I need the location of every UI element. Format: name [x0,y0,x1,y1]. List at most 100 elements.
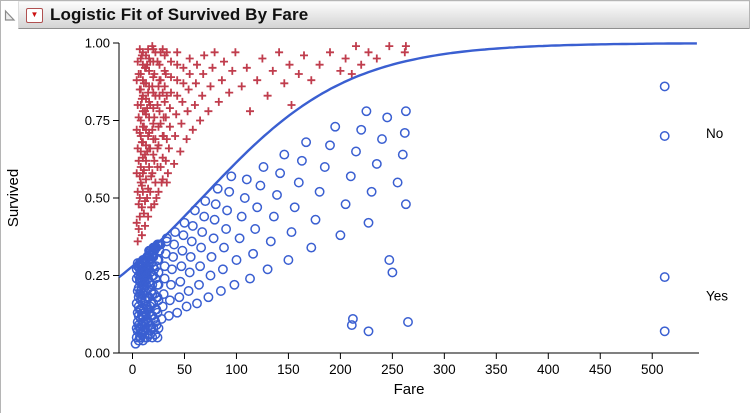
data-point-plus[interactable] [162,91,171,100]
data-point-plus[interactable] [178,97,187,106]
data-point-plus[interactable] [401,42,410,51]
data-point-plus[interactable] [185,70,194,78]
data-point-circle[interactable] [153,295,164,306]
data-point-circle[interactable] [283,255,294,265]
data-point-plus[interactable] [231,48,240,57]
data-point-plus[interactable] [148,125,157,134]
data-point-circle[interactable] [170,227,181,238]
data-point-plus[interactable] [164,144,173,153]
data-point-plus[interactable] [225,88,234,97]
data-point-plus[interactable] [173,48,182,57]
data-point-plus[interactable] [151,135,160,144]
data-point-plus[interactable] [237,82,246,91]
data-point-circle[interactable] [400,199,411,210]
data-point-plus[interactable] [193,60,201,69]
data-point-plus[interactable] [156,76,165,85]
data-point-plus[interactable] [400,48,409,57]
data-point-circle[interactable] [371,158,382,169]
data-point-plus[interactable] [190,101,199,109]
data-point-circle[interactable] [289,202,300,213]
data-point-plus[interactable] [158,45,167,54]
data-point-circle[interactable] [335,230,346,241]
data-point-circle[interactable] [208,233,219,244]
data-point-plus[interactable] [137,94,146,103]
data-point-plus[interactable] [162,48,171,57]
data-point-plus[interactable] [182,135,191,144]
disclosure-triangle-icon[interactable] [1,1,18,29]
data-point-plus[interactable] [149,150,158,159]
data-point-circle[interactable] [148,323,159,334]
data-point-circle[interactable] [153,323,164,334]
data-point-circle[interactable] [234,233,245,244]
data-point-plus[interactable] [173,60,182,69]
data-point-circle[interactable] [219,242,229,253]
data-point-circle[interactable] [377,134,387,145]
data-point-circle[interactable] [153,279,164,290]
data-point-plus[interactable] [170,159,179,168]
data-point-plus[interactable] [153,101,162,109]
data-point-plus[interactable] [275,48,284,57]
data-point-plus[interactable] [134,225,143,233]
data-point-circle[interactable] [361,106,372,117]
data-point-plus[interactable] [137,231,146,240]
data-point-plus[interactable] [167,73,175,82]
data-point-plus[interactable] [137,181,146,190]
data-point-plus[interactable] [307,76,316,85]
data-point-plus[interactable] [151,178,160,187]
data-point-plus[interactable] [143,194,152,202]
data-point-plus[interactable] [150,70,159,78]
data-point-plus[interactable] [139,79,148,88]
data-point-circle[interactable] [206,251,217,262]
data-point-plus[interactable] [196,116,205,125]
data-point-circle[interactable] [221,224,232,234]
data-point-circle[interactable] [659,131,670,141]
data-point-plus[interactable] [280,79,289,88]
data-point-plus[interactable] [214,97,223,106]
data-point-plus[interactable] [210,48,219,57]
data-point-plus[interactable] [161,156,170,165]
data-point-plus[interactable] [158,175,167,184]
data-point-circle[interactable] [176,261,187,272]
data-point-circle[interactable] [164,295,175,306]
data-point-circle[interactable] [184,267,195,278]
data-point-plus[interactable] [167,57,175,66]
data-point-plus[interactable] [135,128,144,137]
data-point-plus[interactable] [184,85,193,94]
data-point-plus[interactable] [165,122,174,131]
data-point-circle[interactable] [310,214,321,225]
data-point-plus[interactable] [162,135,171,144]
data-point-circle[interactable] [397,149,408,160]
data-point-circle[interactable] [195,261,206,272]
data-point-circle[interactable] [174,292,185,303]
data-point-circle[interactable] [363,217,374,228]
data-point-plus[interactable] [132,76,141,85]
data-point-plus[interactable] [160,97,169,106]
data-point-plus[interactable] [176,147,185,156]
data-point-plus[interactable] [144,212,153,221]
data-point-plus[interactable] [294,70,303,78]
data-point-plus[interactable] [336,66,345,75]
data-point-circle[interactable] [172,307,183,318]
data-point-circle[interactable] [275,168,286,179]
data-point-plus[interactable] [139,166,148,175]
data-point-plus[interactable] [385,42,394,51]
data-point-plus[interactable] [146,57,155,66]
data-point-circle[interactable] [183,286,194,296]
data-point-circle[interactable] [231,255,242,265]
data-point-circle[interactable] [212,183,223,194]
data-point-plus[interactable] [149,119,158,128]
data-point-plus[interactable] [172,110,181,119]
data-point-circle[interactable] [163,310,174,321]
data-point-circle[interactable] [400,106,411,117]
data-point-plus[interactable] [253,76,262,85]
data-point-circle[interactable] [185,251,196,262]
data-point-circle[interactable] [366,186,377,197]
data-point-plus[interactable] [150,113,159,122]
data-point-circle[interactable] [179,217,190,228]
data-point-plus[interactable] [287,101,296,109]
data-point-plus[interactable] [206,82,215,91]
plot-svg[interactable]: 0.00 0.25 0.50 0.75 1.00 0 50 100 150 200 250 300 35… [1,29,750,414]
data-point-circle[interactable] [347,313,358,324]
data-point-plus[interactable] [156,163,165,171]
data-point-circle[interactable] [239,193,250,203]
